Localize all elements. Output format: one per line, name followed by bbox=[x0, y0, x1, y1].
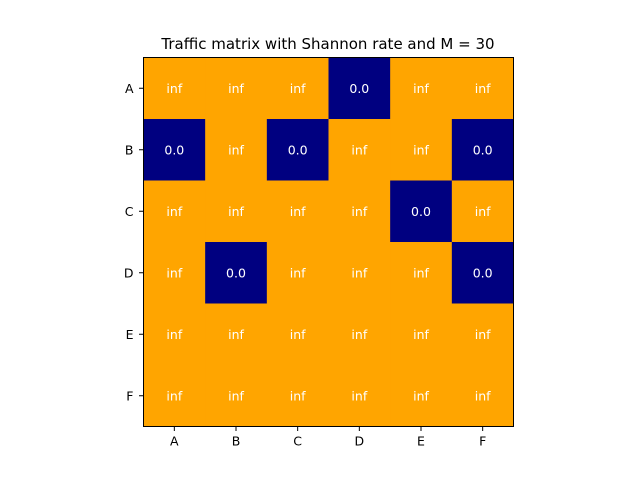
heatmap-cell bbox=[266, 180, 329, 243]
heatmap-cell bbox=[205, 303, 268, 366]
cell-value-label: inf bbox=[228, 327, 244, 342]
heatmap-cell bbox=[266, 365, 329, 427]
heatmap-cell bbox=[205, 180, 268, 243]
heatmap-cell bbox=[390, 119, 453, 181]
cell-value-label: inf bbox=[413, 81, 429, 96]
heatmap-cell bbox=[451, 365, 514, 427]
cell-value-label: 0.0 bbox=[473, 142, 493, 157]
x-tick-label: B bbox=[232, 434, 241, 449]
heatmap-cell bbox=[143, 57, 206, 120]
cell-value-label: inf bbox=[413, 388, 429, 403]
x-tick-label: E bbox=[417, 434, 425, 449]
x-axis: A B C D E F bbox=[170, 426, 486, 449]
cell-value-label: inf bbox=[290, 388, 306, 403]
cell-value-label: 0.0 bbox=[349, 81, 369, 96]
heatmap-cell bbox=[328, 180, 391, 243]
cell-value-label: inf bbox=[290, 327, 306, 342]
cell-value-label: 0.0 bbox=[288, 142, 308, 157]
chart-title: Traffic matrix with Shannon rate and M =… bbox=[160, 35, 494, 53]
cell-value-label: inf bbox=[351, 388, 367, 403]
heatmap-cell bbox=[328, 57, 391, 120]
heatmap-cell bbox=[266, 119, 329, 181]
cell-value-label: inf bbox=[413, 142, 429, 157]
heatmap-cell bbox=[205, 365, 268, 427]
y-tick-label: C bbox=[125, 204, 134, 219]
heatmap-cell bbox=[328, 303, 391, 366]
x-tick-label: A bbox=[170, 434, 179, 449]
heatmap-cell bbox=[266, 57, 329, 120]
cell-value-label: inf bbox=[166, 327, 182, 342]
heatmap-cell bbox=[143, 303, 206, 366]
heatmap-cell bbox=[143, 365, 206, 427]
y-tick-label: A bbox=[125, 81, 134, 96]
cell-value-label: inf bbox=[475, 204, 491, 219]
y-tick-label: F bbox=[126, 388, 133, 403]
heatmap-cell bbox=[143, 119, 206, 181]
heatmap-cell bbox=[390, 180, 453, 243]
heatmap-cell bbox=[451, 119, 514, 181]
heatmap-cell bbox=[266, 303, 329, 366]
heatmap-cell bbox=[451, 180, 514, 243]
heatmap-cell bbox=[390, 242, 453, 304]
cell-value-label: inf bbox=[475, 81, 491, 96]
x-tick-label: C bbox=[293, 434, 302, 449]
heatmap-cell bbox=[328, 365, 391, 427]
cell-value-label: inf bbox=[166, 81, 182, 96]
cell-value-label: 0.0 bbox=[473, 265, 493, 280]
heatmap-cell bbox=[390, 57, 453, 120]
x-tick-label: D bbox=[355, 434, 365, 449]
cell-value-label: inf bbox=[351, 204, 367, 219]
y-tick-label: B bbox=[125, 142, 134, 157]
y-tick-label: D bbox=[124, 265, 134, 280]
y-tick-label: E bbox=[126, 327, 134, 342]
cell-value-label: inf bbox=[166, 388, 182, 403]
cell-value-label: 0.0 bbox=[411, 204, 431, 219]
cell-value-label: inf bbox=[166, 204, 182, 219]
heatmap-cell bbox=[390, 303, 453, 366]
heatmap-cell bbox=[143, 180, 206, 243]
x-tick-label: F bbox=[479, 434, 486, 449]
cell-value-label: inf bbox=[228, 81, 244, 96]
cell-value-label: 0.0 bbox=[226, 265, 246, 280]
cell-value-label: inf bbox=[351, 327, 367, 342]
heatmap-cell bbox=[143, 242, 206, 304]
cell-value-label: inf bbox=[228, 142, 244, 157]
heatmap-cell bbox=[328, 119, 391, 181]
heatmap-cells: inf inf inf 0.0 inf inf 0.0 inf 0.0 inf inf 0.0 inf i… bbox=[143, 57, 514, 427]
heatmap-cell bbox=[205, 57, 268, 120]
cell-value-label: inf bbox=[351, 142, 367, 157]
cell-value-label: inf bbox=[290, 81, 306, 96]
heatmap-cell bbox=[205, 119, 268, 181]
heatmap-cell bbox=[205, 242, 268, 304]
cell-value-label: inf bbox=[166, 265, 182, 280]
plot-frame bbox=[143, 57, 514, 427]
cell-value-label: inf bbox=[413, 327, 429, 342]
cell-value-label: inf bbox=[475, 327, 491, 342]
heatmap-cell bbox=[266, 242, 329, 304]
cell-value-label: inf bbox=[290, 265, 306, 280]
cell-value-label: inf bbox=[413, 265, 429, 280]
cell-value-label: inf bbox=[228, 204, 244, 219]
heatmap-cell bbox=[328, 242, 391, 304]
cell-value-label: inf bbox=[475, 388, 491, 403]
heatmap-cell bbox=[390, 365, 453, 427]
cell-value-label: inf bbox=[290, 204, 306, 219]
heatmap-cell bbox=[451, 303, 514, 366]
cell-value-label: inf bbox=[228, 388, 244, 403]
heatmap-cell bbox=[451, 57, 514, 120]
y-axis: A B C D E F bbox=[124, 81, 144, 403]
cell-value-label: 0.0 bbox=[164, 142, 184, 157]
heatmap-cell bbox=[451, 242, 514, 304]
cell-value-label: inf bbox=[351, 265, 367, 280]
